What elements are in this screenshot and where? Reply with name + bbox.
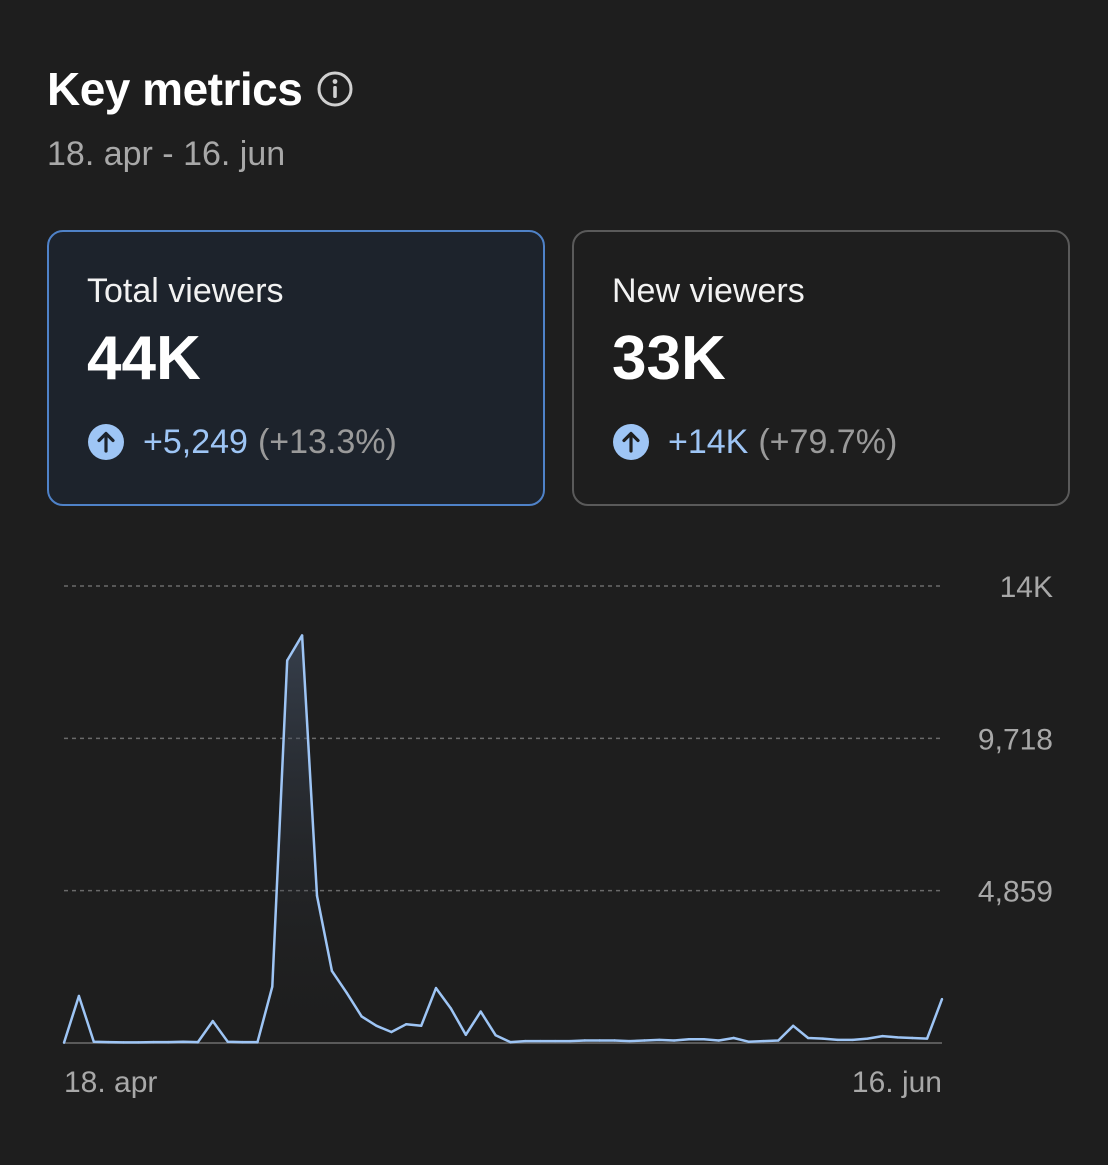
- data-point: [300, 634, 304, 637]
- data-point: [762, 1039, 765, 1043]
- data-point: [315, 894, 319, 897]
- data-point: [658, 1038, 661, 1042]
- info-icon[interactable]: [316, 70, 354, 108]
- data-point: [256, 1040, 259, 1044]
- data-point: [464, 1033, 467, 1037]
- data-point: [851, 1038, 854, 1042]
- data-point: [405, 1022, 408, 1026]
- delta-absolute: +14K: [668, 423, 749, 461]
- data-point: [137, 1041, 140, 1044]
- y-tick-label: 9,718: [978, 723, 1053, 756]
- data-point: [360, 1015, 363, 1018]
- data-point: [539, 1039, 542, 1043]
- data-point: [777, 1039, 780, 1042]
- card-label: New viewers: [612, 272, 805, 310]
- series-area-fill: [64, 635, 942, 1043]
- data-point: [181, 1040, 185, 1043]
- data-point: [509, 1040, 512, 1044]
- series-line-total-viewers: [62, 634, 944, 1044]
- data-point: [196, 1040, 200, 1044]
- x-axis-end-label: 16. jun: [852, 1066, 942, 1099]
- data-point: [568, 1039, 572, 1043]
- data-point: [241, 1040, 244, 1044]
- data-point: [479, 1010, 482, 1013]
- data-point: [925, 1037, 929, 1040]
- data-point: [583, 1039, 586, 1042]
- data-point: [598, 1039, 601, 1042]
- data-point: [836, 1038, 839, 1042]
- data-point: [628, 1039, 631, 1043]
- data-point: [553, 1039, 557, 1043]
- data-point: [717, 1039, 720, 1042]
- data-point: [167, 1040, 170, 1044]
- data-point: [77, 994, 81, 998]
- data-point: [330, 969, 334, 973]
- data-point: [881, 1034, 884, 1038]
- delta-percent: (+79.7%): [758, 423, 898, 461]
- data-point: [643, 1039, 646, 1042]
- chart-gridlines: [64, 585, 942, 892]
- y-axis-labels: 4,859 9,718 14K: [978, 571, 1053, 909]
- data-point: [896, 1036, 899, 1039]
- x-axis-start-label: 18. apr: [64, 1066, 157, 1099]
- data-point: [92, 1040, 96, 1043]
- new-viewers-card[interactable]: New viewers 33K +14K (+79.7%): [572, 230, 1070, 506]
- data-point: [806, 1036, 810, 1040]
- data-point: [702, 1038, 706, 1041]
- card-delta: +14K (+79.7%): [612, 422, 1030, 462]
- total-viewers-card[interactable]: Total viewers 44K +5,249 (+13.3%): [47, 230, 545, 506]
- data-point: [375, 1024, 378, 1028]
- data-point: [211, 1019, 214, 1023]
- data-point: [420, 1024, 423, 1028]
- card-delta: +5,249 (+13.3%): [87, 422, 505, 462]
- data-point: [524, 1039, 527, 1043]
- arrow-up-circle-icon: [87, 423, 125, 461]
- data-point: [732, 1036, 735, 1040]
- card-value: 33K: [612, 324, 726, 393]
- data-point: [792, 1024, 795, 1028]
- data-point: [911, 1036, 914, 1040]
- data-point: [866, 1037, 869, 1040]
- data-point: [62, 1041, 66, 1044]
- data-point: [226, 1040, 229, 1043]
- y-tick-label: 14K: [1000, 571, 1053, 604]
- delta-percent: (+13.3%): [257, 423, 397, 461]
- y-tick-label: 4,859: [978, 876, 1053, 909]
- data-point: [434, 986, 438, 990]
- date-range: 18. apr - 16. jun: [47, 135, 286, 173]
- data-point: [345, 991, 348, 994]
- chart-points: [62, 634, 944, 1044]
- data-point: [747, 1040, 750, 1043]
- data-point: [449, 1007, 453, 1010]
- data-point: [271, 985, 274, 988]
- data-point: [107, 1040, 110, 1044]
- title-row: Key metrics: [47, 62, 354, 116]
- data-point: [687, 1038, 691, 1041]
- delta-absolute: +5,249: [143, 423, 248, 461]
- data-point: [122, 1041, 125, 1044]
- card-label: Total viewers: [87, 272, 284, 310]
- data-point: [821, 1037, 825, 1040]
- card-value: 44K: [87, 324, 201, 393]
- data-point: [390, 1030, 393, 1034]
- page-title: Key metrics: [47, 63, 303, 115]
- arrow-up-circle-icon: [612, 423, 650, 461]
- data-point: [152, 1040, 155, 1044]
- data-point: [613, 1039, 616, 1042]
- header: Key metrics 18. apr - 16. jun: [47, 62, 354, 174]
- data-point: [494, 1034, 497, 1037]
- data-point: [286, 659, 289, 662]
- data-point: [940, 997, 944, 1001]
- data-point: [672, 1039, 676, 1042]
